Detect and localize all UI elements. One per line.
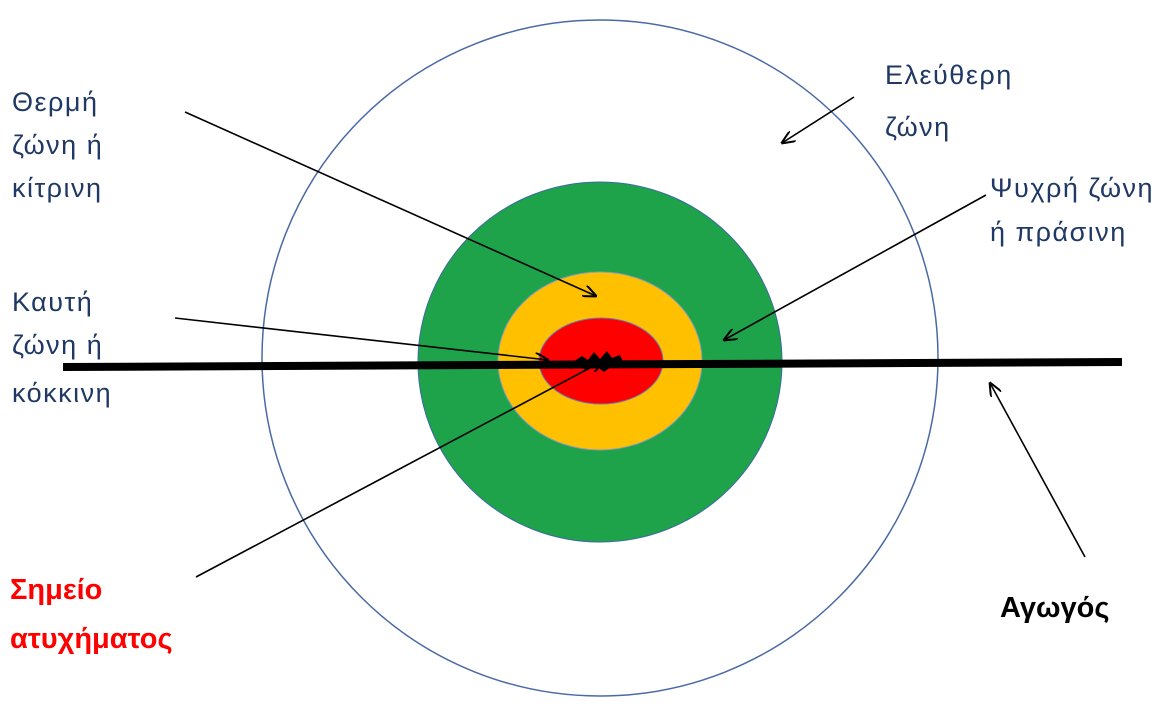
hot-zone-label-line-1: Καυτή xyxy=(12,287,93,317)
warm-zone-label-line-3: κίτρινη xyxy=(12,173,103,203)
warm-zone-label-line-2: ζώνη ή xyxy=(12,130,103,160)
cold-zone-label: Ψυχρή ζώνη ή πράσινη xyxy=(990,173,1163,247)
hot-zone-label-line-3: κόκκινη xyxy=(12,378,112,408)
accident-point-label-line-2: ατυχήματος xyxy=(10,623,173,655)
free-zone-label: Ελεύθερη ζώνη xyxy=(885,60,1022,142)
accident-point-label: Σημείο ατυχήματος xyxy=(10,574,173,655)
warm-zone-label-line-1: Θερμή xyxy=(12,87,98,117)
free-zone-label-line-2: ζώνη xyxy=(885,112,951,142)
pipe-label: Αγωγός xyxy=(1000,592,1109,624)
warm-zone-label: Θερμή ζώνη ή κίτρινη xyxy=(12,87,112,203)
hot-zone-arrow xyxy=(174,317,548,360)
cold-zone-label-line-2: ή πράσινη xyxy=(990,217,1127,247)
accident-point-label-line-1: Σημείο xyxy=(10,574,102,606)
cold-zone-arrow xyxy=(724,194,987,340)
warm-zone-arrow xyxy=(184,111,596,296)
free-zone-label-line-1: Ελεύθερη xyxy=(885,60,1013,90)
cold-zone-label-line-1: Ψυχρή ζώνη xyxy=(990,173,1154,203)
pipe-arrow xyxy=(990,383,1086,558)
accident-arrow xyxy=(195,361,603,578)
hot-zone-label: Καυτή ζώνη ή κόκκινη xyxy=(12,287,112,408)
hot-zone-label-line-2: ζώνη ή xyxy=(12,330,103,360)
free-zone-arrow xyxy=(782,96,855,143)
